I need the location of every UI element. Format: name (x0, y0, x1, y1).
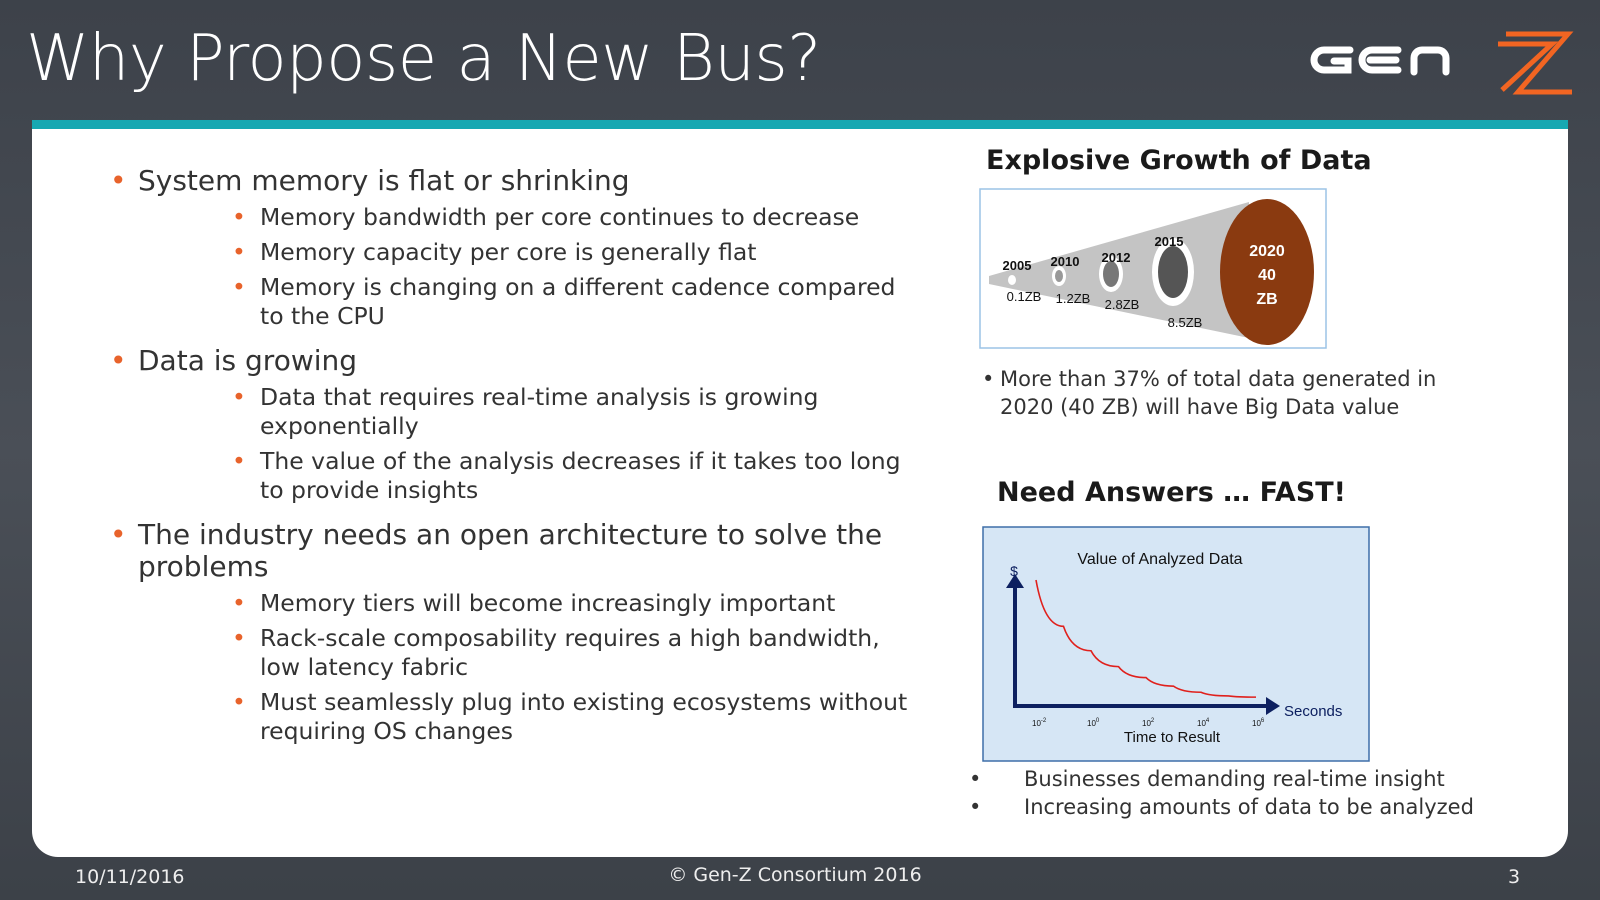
year-label: 2010 (1051, 254, 1080, 269)
x-tick-label: 100 (1087, 718, 1100, 728)
bullet-memory: System memory is flat or shrinking Memor… (76, 165, 916, 331)
sub-bullet: Memory capacity per core is generally fl… (138, 238, 916, 267)
year-label: 2012 (1102, 250, 1131, 265)
sub-bullet: Data that requires real-time analysis is… (138, 383, 916, 441)
x-tick-label: 10-2 (1032, 718, 1047, 728)
size-label: 40 (1258, 267, 1276, 284)
fast-note: • Businesses demanding real-time insight (969, 767, 1445, 791)
growth-note: • More than 37% of total data generated i… (982, 367, 1437, 419)
fast-note: • Increasing amounts of data to be analyz… (969, 795, 1474, 819)
bullet-text: Data is growing (138, 344, 357, 377)
slide-title: Why Propose a New Bus? (26, 22, 821, 96)
content-panel: System memory is flat or shrinking Memor… (32, 120, 1568, 857)
fast-heading: Need Answers … FAST! (997, 477, 1346, 508)
year-label: 2015 (1155, 234, 1184, 249)
x-tick-label: 104 (1197, 718, 1210, 728)
year-label: 2020 (1249, 243, 1285, 260)
sub-bullet: Memory bandwidth per core continues to d… (138, 203, 916, 232)
footer-copyright: © Gen-Z Consortium 2016 (668, 864, 922, 886)
sub-bullet: Memory tiers will become increasingly im… (138, 589, 916, 618)
chart-title: Value of Analyzed Data (1077, 551, 1242, 568)
growth-heading: Explosive Growth of Data (986, 145, 1372, 176)
x-unit-label: Seconds (1284, 703, 1342, 720)
fast-note-text: Increasing amounts of data to be analyze… (1024, 795, 1474, 819)
sub-bullet: Memory is changing on a different cadenc… (138, 273, 916, 331)
size-label: 1.2ZB (1056, 291, 1091, 306)
size-label: 0.1ZB (1007, 289, 1042, 304)
value-chart: Value of Analyzed Data $ Seconds Time to… (982, 526, 1370, 762)
size-label: 2.8ZB (1105, 297, 1140, 312)
sub-bullet: Rack-scale composability requires a high… (138, 624, 916, 682)
gen-z-logo (1310, 31, 1574, 95)
year-label: 2005 (1003, 258, 1032, 273)
fast-notes: • Businesses demanding real-time insight … (969, 765, 1474, 821)
bullet-industry: The industry needs an open architecture … (76, 519, 916, 746)
bullet-text: The industry needs an open architecture … (138, 518, 882, 583)
sub-bullet: Must seamlessly plug into existing ecosy… (138, 688, 916, 746)
size-label: 8.5ZB (1168, 315, 1203, 330)
data-growth-figure: 2005 2010 2012 2015 0.1ZB 1.2ZB 2.8ZB 8.… (979, 188, 1327, 349)
x-tick-label: 106 (1252, 718, 1265, 728)
x-axis-arrow (1266, 697, 1280, 715)
x-tick-label: 102 (1142, 718, 1155, 728)
unit-label: ZB (1256, 291, 1277, 308)
page-number: 3 (1508, 866, 1521, 888)
bullet-text: System memory is flat or shrinking (138, 164, 630, 197)
footer-date: 10/11/2016 (75, 866, 185, 888)
fast-note-text: Businesses demanding real-time insight (1024, 767, 1445, 791)
x-axis-label: Time to Result (1124, 729, 1221, 746)
bullet-data: Data is growing Data that requires real-… (76, 345, 916, 505)
growth-note-text: More than 37% of total data generated in… (1000, 367, 1437, 419)
y-axis-label: $ (1010, 563, 1018, 579)
sub-bullet: The value of the analysis decreases if i… (138, 447, 916, 505)
value-curve (1035, 579, 1257, 698)
y-axis-arrow (1006, 574, 1024, 588)
bullet-list: System memory is flat or shrinking Memor… (76, 165, 916, 760)
